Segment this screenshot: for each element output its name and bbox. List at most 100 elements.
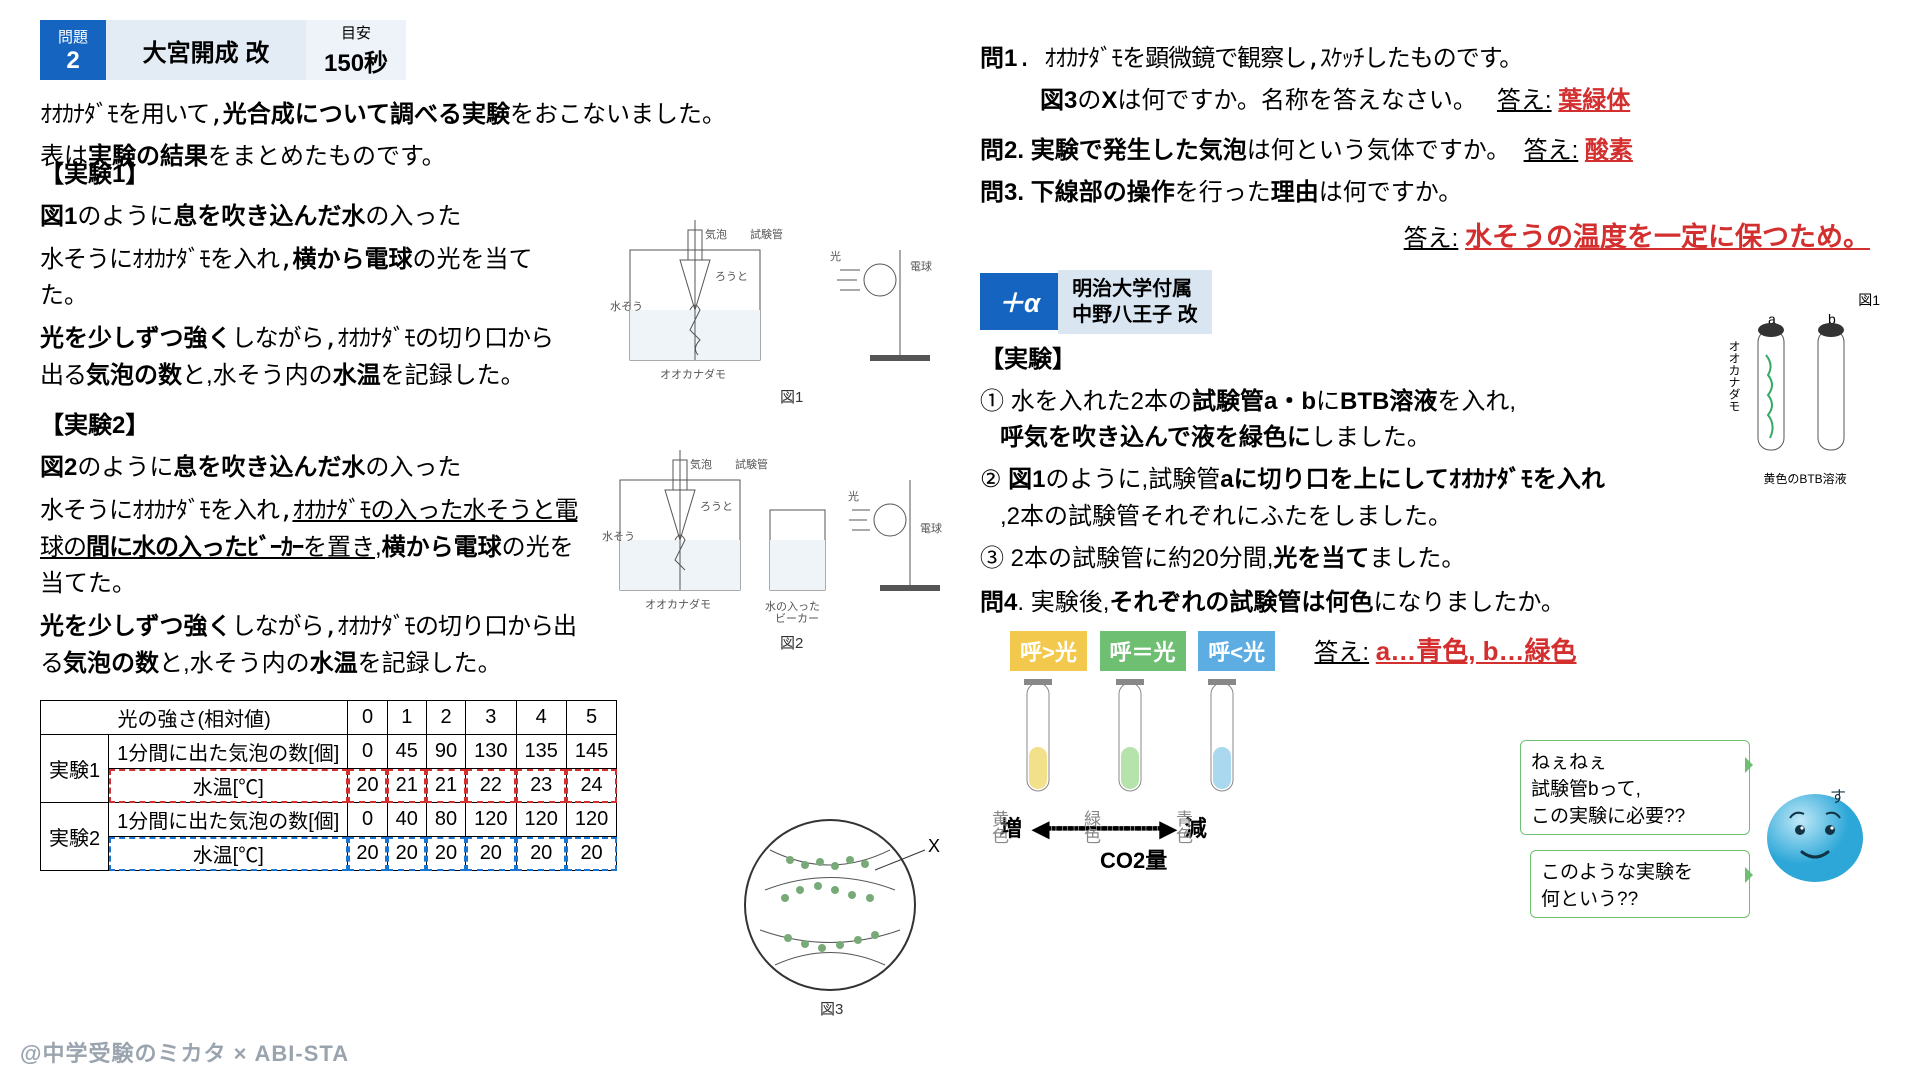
v: 40 xyxy=(387,803,426,837)
svg-text:オオカナダモ: オオカナダモ xyxy=(645,597,711,611)
answer-text: 水そうの温度を一定に保つため。 xyxy=(1465,222,1870,252)
fig-tube-label: 図1 xyxy=(1730,290,1880,310)
q1-line2: 図3のXは何ですか。名称を答えなさい。 答え: 葉緑体 xyxy=(980,83,1880,119)
svg-text:光: 光 xyxy=(830,249,841,263)
t: の入った xyxy=(365,203,461,230)
t: 図1 xyxy=(40,203,77,230)
t: 横から電球 xyxy=(292,246,412,273)
mascot-icon: す xyxy=(1760,780,1870,890)
q1-line1: 問1. ｵｵｶﾅﾀﾞﾓを顕微鏡で観察し,ｽｹｯﾁしたものです。 xyxy=(980,40,1880,77)
t: を置き xyxy=(303,534,375,561)
tube-b-label: 青色 xyxy=(1170,810,1195,844)
v: 0 xyxy=(348,735,387,769)
exp2-body: 図2のように息を吹き込んだ水の入った 水そうにｵｵｶﾅﾀﾞﾓを入れ,ｵｵｶﾅﾀﾞ… xyxy=(40,450,580,682)
v: 130 xyxy=(466,735,516,769)
t: 水温 xyxy=(310,650,358,677)
text: ｵｵｶﾅﾀﾞﾓを用いて, xyxy=(40,100,223,128)
table-row: 水温[℃] 202121222324 xyxy=(41,769,617,803)
v: 120 xyxy=(466,803,516,837)
svg-text:試験管: 試験管 xyxy=(750,227,783,241)
time-box: 目安 150秒 xyxy=(306,20,406,80)
l: 1分間に出た気泡の数[個] xyxy=(109,803,348,837)
ookana-label: オオカナダモ xyxy=(1726,340,1743,412)
svg-text:光: 光 xyxy=(848,489,859,503)
svg-text:ろうと: ろうと xyxy=(700,500,733,513)
problem-number-box: 問題 2 xyxy=(40,20,106,80)
t: と,水そう内の xyxy=(182,362,333,389)
t: 水温 xyxy=(333,362,381,389)
svg-text:す: す xyxy=(1830,788,1846,806)
header-tabs: 問題 2 大宮開成 改 目安 150秒 xyxy=(40,20,940,80)
g: 実験1 xyxy=(41,735,109,803)
c: 0 xyxy=(348,701,387,735)
v: 20 xyxy=(566,837,616,871)
fig1-label: 図1 xyxy=(780,386,803,407)
v: 120 xyxy=(566,803,616,837)
v: 145 xyxy=(566,735,616,769)
v: 45 xyxy=(387,735,426,769)
problem-label: 問題 xyxy=(58,26,88,47)
g: 実験2 xyxy=(41,803,109,871)
figure-2: 水そう 気泡 試験管 ろうと オオカナダモ 水の入った ビーカー 光 電球 図2 xyxy=(600,440,960,640)
speech-bubble-2: このような実験を何という?? xyxy=(1530,850,1750,918)
footer-credit: @中学受験のミカタ × ABI-STA xyxy=(20,1036,349,1068)
answer-label: 答え: xyxy=(1404,225,1459,252)
fig3-label: 図3 xyxy=(820,998,843,1019)
text: 光合成について調べる実験 xyxy=(223,101,510,128)
fig2-label: 図2 xyxy=(780,632,803,653)
q4: 問4. 実験後,それぞれの試験管は何色になりましたか。 xyxy=(980,585,1880,621)
svg-text:気泡: 気泡 xyxy=(705,227,727,241)
svg-text:ビーカー: ビーカー xyxy=(775,612,819,625)
v: 90 xyxy=(426,735,465,769)
v: 22 xyxy=(466,769,516,803)
v: 120 xyxy=(516,803,566,837)
exp2-title: 【実験2】 xyxy=(40,408,940,444)
v: 24 xyxy=(566,769,616,803)
v: 21 xyxy=(387,769,426,803)
t: 息を吹き込んだ水 xyxy=(173,454,365,481)
t: 気泡の数 xyxy=(63,650,159,677)
tube-g-label: 緑色 xyxy=(1078,810,1103,844)
right-column: 問1. ｵｵｶﾅﾀﾞﾓを顕微鏡で観察し,ｽｹｯﾁしたものです。 図3のXは何です… xyxy=(980,40,1880,875)
svg-text:X: X xyxy=(928,836,940,856)
answer-label: 答え: xyxy=(1524,137,1579,164)
table-header-row: 光の強さ(相対値) 012345 xyxy=(41,701,617,735)
v: 20 xyxy=(516,837,566,871)
v: 20 xyxy=(426,837,465,871)
q3-line1: 問3. 下線部の操作を行った理由は何ですか。 xyxy=(980,175,1880,211)
apparatus-2-svg: 水そう 気泡 試験管 ろうと オオカナダモ 水の入った ビーカー 光 電球 xyxy=(600,440,960,640)
results-table: 光の強さ(相対値) 012345 実験1 1分間に出た気泡の数[個] 04590… xyxy=(40,700,617,871)
l: 水温[℃] xyxy=(109,837,348,871)
t: 水そうにｵｵｶﾅﾀﾞﾓを入れ, xyxy=(40,496,292,524)
v: 23 xyxy=(516,769,566,803)
c: 3 xyxy=(466,701,516,735)
t: 光を少しずつ強く xyxy=(40,325,232,352)
source-text: 大宮開成 改 xyxy=(143,33,270,68)
svg-text:ろうと: ろうと xyxy=(715,270,748,283)
q3-answer: 答え: 水そうの温度を一定に保つため。 xyxy=(980,217,1880,258)
v: 0 xyxy=(348,803,387,837)
answer-text: 葉緑体 xyxy=(1558,87,1630,114)
svg-text:オオカナダモ: オオカナダモ xyxy=(660,367,726,381)
figure-1: 水そう 気泡 試験管 ろうと オオカナダモ 光 電球 図1 xyxy=(600,210,960,390)
svg-text:試験管: 試験管 xyxy=(735,457,768,471)
t: 横から電球 xyxy=(382,534,502,561)
t: , xyxy=(375,534,382,561)
cell-sketch-svg: X xyxy=(740,810,940,1010)
intro-line1: ｵｵｶﾅﾀﾞﾓを用いて,光合成について調べる実験をおこないました。 xyxy=(40,96,940,133)
svg-text:水そう: 水そう xyxy=(610,300,643,313)
tube-blue xyxy=(1194,677,1250,807)
speech-bubble-1: ねぇねぇ試験管bって,この実験に必要?? xyxy=(1520,740,1750,835)
v: 20 xyxy=(348,837,387,871)
alpha-source: 明治大学付属中野八王子 改 xyxy=(1058,270,1212,334)
badge-row: 呼>光 呼＝光 呼<光 答え: a…青色, b…緑色 xyxy=(1010,631,1880,671)
t: を記録した。 xyxy=(381,362,525,389)
c: 1 xyxy=(387,701,426,735)
figure-tubes-ab: 図1 ab オオカナダモ 黄色のBTB溶液 xyxy=(1730,290,1880,487)
badge-yellow: 呼>光 xyxy=(1010,631,1087,671)
alpha-plus: ＋α xyxy=(980,273,1058,330)
tube-green xyxy=(1102,677,1158,807)
fig-tube-caption: 黄色のBTB溶液 xyxy=(1730,470,1880,487)
source-box: 大宮開成 改 xyxy=(106,20,306,80)
table-row: 水温[℃] 202020202020 xyxy=(41,837,617,871)
